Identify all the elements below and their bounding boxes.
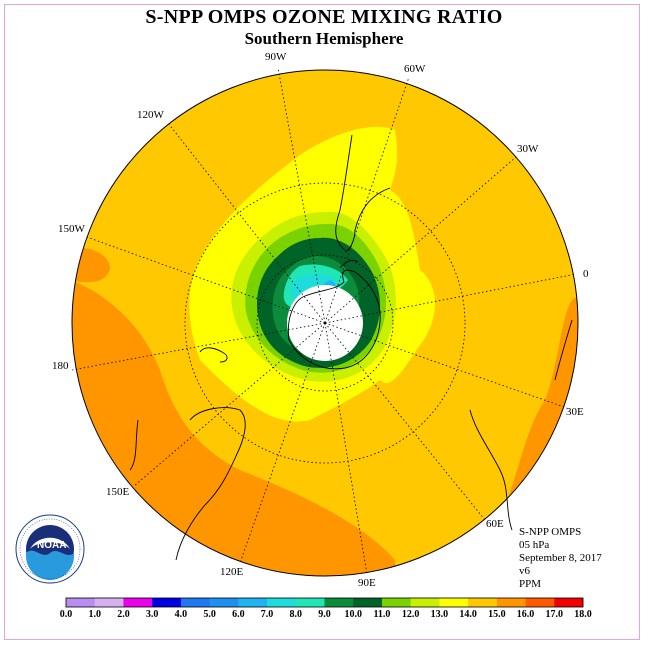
colorbar-tick-label: 11.0: [373, 609, 390, 620]
colorbar-tick-label: 2.0: [117, 609, 130, 620]
meridian-180: [71, 322, 326, 371]
info-panel: S-NPP OMPS 05 hPa September 8, 2017 v6 P…: [519, 526, 602, 591]
colorbar-outline: [65, 597, 584, 608]
meridian-30E: [324, 322, 568, 409]
colorbar-swatch-0: [66, 598, 96, 607]
meridian-150W: [83, 235, 326, 324]
colorbar-swatch-4: [180, 598, 210, 607]
info-instrument: S-NPP OMPS: [519, 526, 582, 538]
lon-label-30W: 30W: [517, 143, 539, 155]
colorbar-tick-label: 14.0: [459, 609, 477, 620]
colorbar-swatch-10: [353, 598, 383, 607]
south-america-coast-west: [335, 134, 353, 251]
colorbar-tick-label: 10.0: [344, 609, 362, 620]
info-date: September 8, 2017: [519, 552, 602, 564]
map-boundary: [71, 69, 579, 577]
meridian-60W: [324, 76, 410, 324]
info-level: 05 hPa: [519, 539, 550, 551]
meridian-90W: [277, 67, 326, 324]
colorbar-tick-label: 12.0: [402, 609, 420, 620]
colorbar-swatch-13: [439, 598, 469, 607]
colorbar-tick-label: 0.0: [60, 609, 73, 620]
antarctica-coast: [287, 269, 381, 370]
colorbar-swatch-6: [238, 598, 268, 607]
meridian-150E: [133, 322, 326, 487]
noaa-logo-text: NOAA: [37, 540, 66, 551]
colorbar-swatch-15: [496, 598, 526, 607]
colorbar-tick-label: 5.0: [203, 609, 216, 620]
lon-label-90W: 90W: [265, 51, 287, 63]
colorbar-tick-label: 9.0: [318, 609, 331, 620]
colorbar-tick-label: 7.0: [261, 609, 274, 620]
colorbar-tick-label: 8.0: [290, 609, 303, 620]
colorbar-tick-label: 13.0: [431, 609, 449, 620]
lon-label-60W: 60W: [404, 63, 426, 75]
latitude-circle-30S: [184, 182, 466, 464]
coastlines: [129, 134, 573, 561]
lon-label-180: 180: [52, 360, 69, 372]
colorbar-tick-label: 6.0: [232, 609, 245, 620]
colorbar-tick-label: 15.0: [488, 609, 506, 620]
lon-label-120E: 120E: [220, 566, 244, 578]
colorbar-tick-label: 1.0: [88, 609, 101, 620]
lon-label-30E: 30E: [566, 406, 584, 418]
colorbar-swatch-12: [410, 598, 440, 607]
colorbar-swatch-7: [267, 598, 297, 607]
colorbar-swatch-14: [468, 598, 498, 607]
noaa-logo: NOAA: [15, 514, 85, 584]
africa-coast: [469, 409, 513, 531]
antarctic-peninsula: [339, 259, 359, 269]
lon-label-60E: 60E: [486, 518, 504, 530]
colorbar-swatch-3: [152, 598, 182, 607]
south-pole-dot: [323, 321, 327, 325]
map-title: S-NPP OMPS OZONE MIXING RATIO: [145, 6, 503, 28]
noaa-logo-wave: [26, 550, 74, 580]
info-units: PPM: [519, 578, 542, 590]
colorbar: 0.0 1.0 2.0 3.0 4.0 5.0 6.0 7.0 8.0 9.0 10.0 11.0 12…: [60, 597, 592, 620]
info-version: v6: [519, 565, 530, 577]
south-america-coast-east: [344, 187, 391, 253]
new-zealand-coast: [199, 347, 228, 363]
colorbar-swatch-5: [209, 598, 239, 607]
island-coast: [129, 419, 139, 471]
graticule: [71, 67, 577, 575]
colorbar-swatch-8: [295, 598, 325, 607]
lon-label-120W: 120W: [137, 109, 165, 121]
colorbar-tick-label: 4.0: [175, 609, 188, 620]
meridian-90E: [324, 322, 368, 575]
figure-frame: [4, 4, 640, 640]
map-subtitle: Southern Hemisphere: [244, 29, 404, 48]
colorbar-tick-label: 3.0: [146, 609, 159, 620]
colorbar-swatch-9: [324, 598, 354, 607]
colorbar-tick-label: 16.0: [517, 609, 535, 620]
australia-coast-east: [175, 407, 246, 561]
colorbar-tick-label: 17.0: [546, 609, 564, 620]
lon-label-150W: 150W: [58, 223, 86, 235]
colorbar-swatch-17: [554, 598, 584, 607]
colorbar-tick-label: 18.0: [574, 609, 592, 620]
colorbar-swatch-16: [525, 598, 555, 607]
africa-west-coast: [554, 319, 573, 381]
lon-label-0: 0: [583, 268, 589, 280]
meridian-120E: [239, 322, 326, 564]
noaa-logo-ring-lettering: [19, 518, 81, 580]
colorbar-swatch-11: [381, 598, 411, 607]
colorbar-swatch-2: [123, 598, 153, 607]
lon-label-90E: 90E: [358, 577, 376, 589]
latitude-circle-60S: [256, 254, 394, 392]
meridian-0: [324, 273, 577, 324]
longitude-labels: 90W 60W 30W 0 30E 60E 90E 120E 150E 180 …: [52, 51, 589, 589]
colorbar-swatch-1: [94, 598, 124, 607]
lon-label-150E: 150E: [106, 486, 130, 498]
noaa-logo-bird: [30, 537, 70, 549]
